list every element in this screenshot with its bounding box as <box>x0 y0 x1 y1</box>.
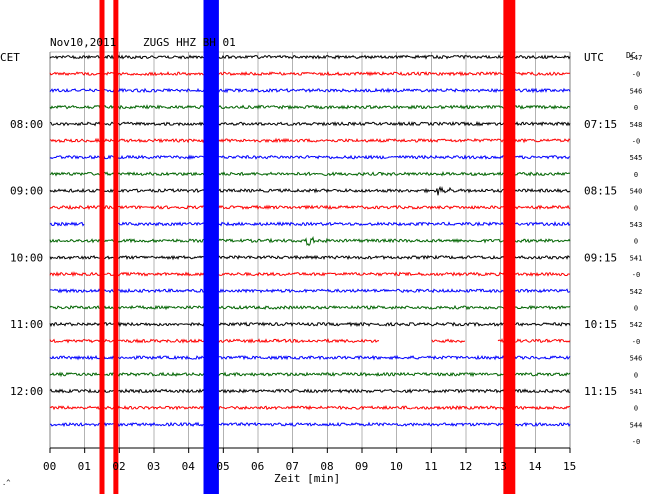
right-time-label-2: 08:15 <box>584 185 617 198</box>
x-tick-label-14: 14 <box>528 460 542 473</box>
dc-value-11: 0 <box>634 238 638 246</box>
dc-value-19: 0 <box>634 371 638 379</box>
dc-value-17: -0 <box>632 338 640 346</box>
saturated-band-1-fill <box>206 0 217 494</box>
trace-row-10 <box>49 221 571 227</box>
dc-value-3: 0 <box>634 104 638 112</box>
left-time-label-0: 08:00 <box>10 118 43 131</box>
right-time-label-5: 11:15 <box>584 385 617 398</box>
right-time-label-4: 10:15 <box>584 318 617 331</box>
x-tick-label-5: 05 <box>216 460 229 473</box>
trace-row-1 <box>49 71 571 77</box>
trace-row-8 <box>49 185 571 196</box>
dc-value-16: 542 <box>630 321 643 329</box>
trace-row-0 <box>49 54 571 60</box>
trace-row-3 <box>49 104 571 110</box>
dc-value-2: 546 <box>630 87 643 95</box>
trace-row-2 <box>49 87 571 94</box>
right-time-label-0: UTC <box>584 51 604 64</box>
trace-row-17 <box>49 338 571 344</box>
event-layer <box>99 0 516 494</box>
dc-value-1: -0 <box>632 71 640 79</box>
trace-row-12 <box>49 254 571 261</box>
right-time-label-3: 09:15 <box>584 251 617 264</box>
left-time-label-2: 10:00 <box>10 251 43 264</box>
x-tick-label-8: 08 <box>320 460 333 473</box>
trace-row-18 <box>49 354 571 361</box>
x-tick-label-13: 13 <box>494 460 507 473</box>
x-tick-label-9: 09 <box>355 460 368 473</box>
dc-value-12: 541 <box>630 254 643 262</box>
x-tick-label-7: 07 <box>286 460 299 473</box>
trace-row-15 <box>49 304 571 311</box>
dc-value-20: 541 <box>630 388 643 396</box>
dc-value-4: 548 <box>630 121 643 129</box>
dc-value-22: 544 <box>630 421 643 429</box>
dc-value-6: 545 <box>630 154 643 162</box>
trace-row-7 <box>49 170 571 177</box>
left-timezone-label: CET <box>0 51 20 64</box>
trace-row-5 <box>49 137 571 144</box>
dc-value-7: 0 <box>634 171 638 179</box>
x-tick-label-10: 10 <box>390 460 403 473</box>
dc-value-9: 0 <box>634 204 638 212</box>
x-tick-label-15: 15 <box>563 460 576 473</box>
x-tick-label-2: 02 <box>112 460 125 473</box>
trace-row-11 <box>49 236 571 247</box>
trace-row-21 <box>49 404 571 411</box>
x-tick-label-0: 00 <box>43 460 56 473</box>
right-time-label-1: 07:15 <box>584 118 617 131</box>
trace-row-13 <box>49 271 571 278</box>
dc-value-18: 546 <box>630 355 643 363</box>
dc-value-10: 543 <box>630 221 643 229</box>
trace-row-19 <box>49 371 571 378</box>
left-time-label-4: 12:00 <box>10 385 43 398</box>
saturated-band-0-a <box>99 0 105 494</box>
left-time-label-3: 11:00 <box>10 318 43 331</box>
x-tick-label-6: 06 <box>251 460 264 473</box>
x-tick-label-12: 12 <box>459 460 472 473</box>
saturated-band-0-b <box>113 0 119 494</box>
dc-value-0: 547 <box>630 54 643 62</box>
x-tick-label-1: 01 <box>78 460 91 473</box>
trace-row-16 <box>49 321 571 328</box>
dc-value-8: 540 <box>630 188 643 196</box>
x-axis-title: Zeit [min] <box>274 472 340 485</box>
dc-value-14: 542 <box>630 288 643 296</box>
dc-header-label: DC <box>626 51 636 60</box>
corner-mark: .^ <box>2 479 10 487</box>
trace-row-14 <box>50 287 571 294</box>
date-label: Nov10,2011 <box>50 36 116 49</box>
dc-value-21: 0 <box>634 405 638 413</box>
trace-row-9 <box>49 204 571 211</box>
x-tick-label-11: 11 <box>424 460 437 473</box>
dc-value-23: -0 <box>632 438 640 446</box>
dc-value-15: 0 <box>634 305 638 313</box>
grid-layer <box>49 51 571 453</box>
saturated-band-2-fill <box>505 0 513 494</box>
trace-layer <box>49 54 571 428</box>
dc-value-13: -0 <box>632 271 640 279</box>
x-tick-label-3: 03 <box>147 460 160 473</box>
x-tick-label-4: 04 <box>182 460 196 473</box>
trace-row-6 <box>49 154 571 161</box>
left-time-label-1: 09:00 <box>10 185 43 198</box>
trace-row-22 <box>50 421 571 428</box>
label-layer: Nov10,2011 ZUGS HHZ BH 01 CET DC Zeit [m… <box>0 36 642 487</box>
trace-row-20 <box>49 388 571 394</box>
dc-value-5: -0 <box>632 138 640 146</box>
trace-row-4 <box>50 120 571 127</box>
station-label: ZUGS HHZ BH 01 <box>143 36 236 49</box>
